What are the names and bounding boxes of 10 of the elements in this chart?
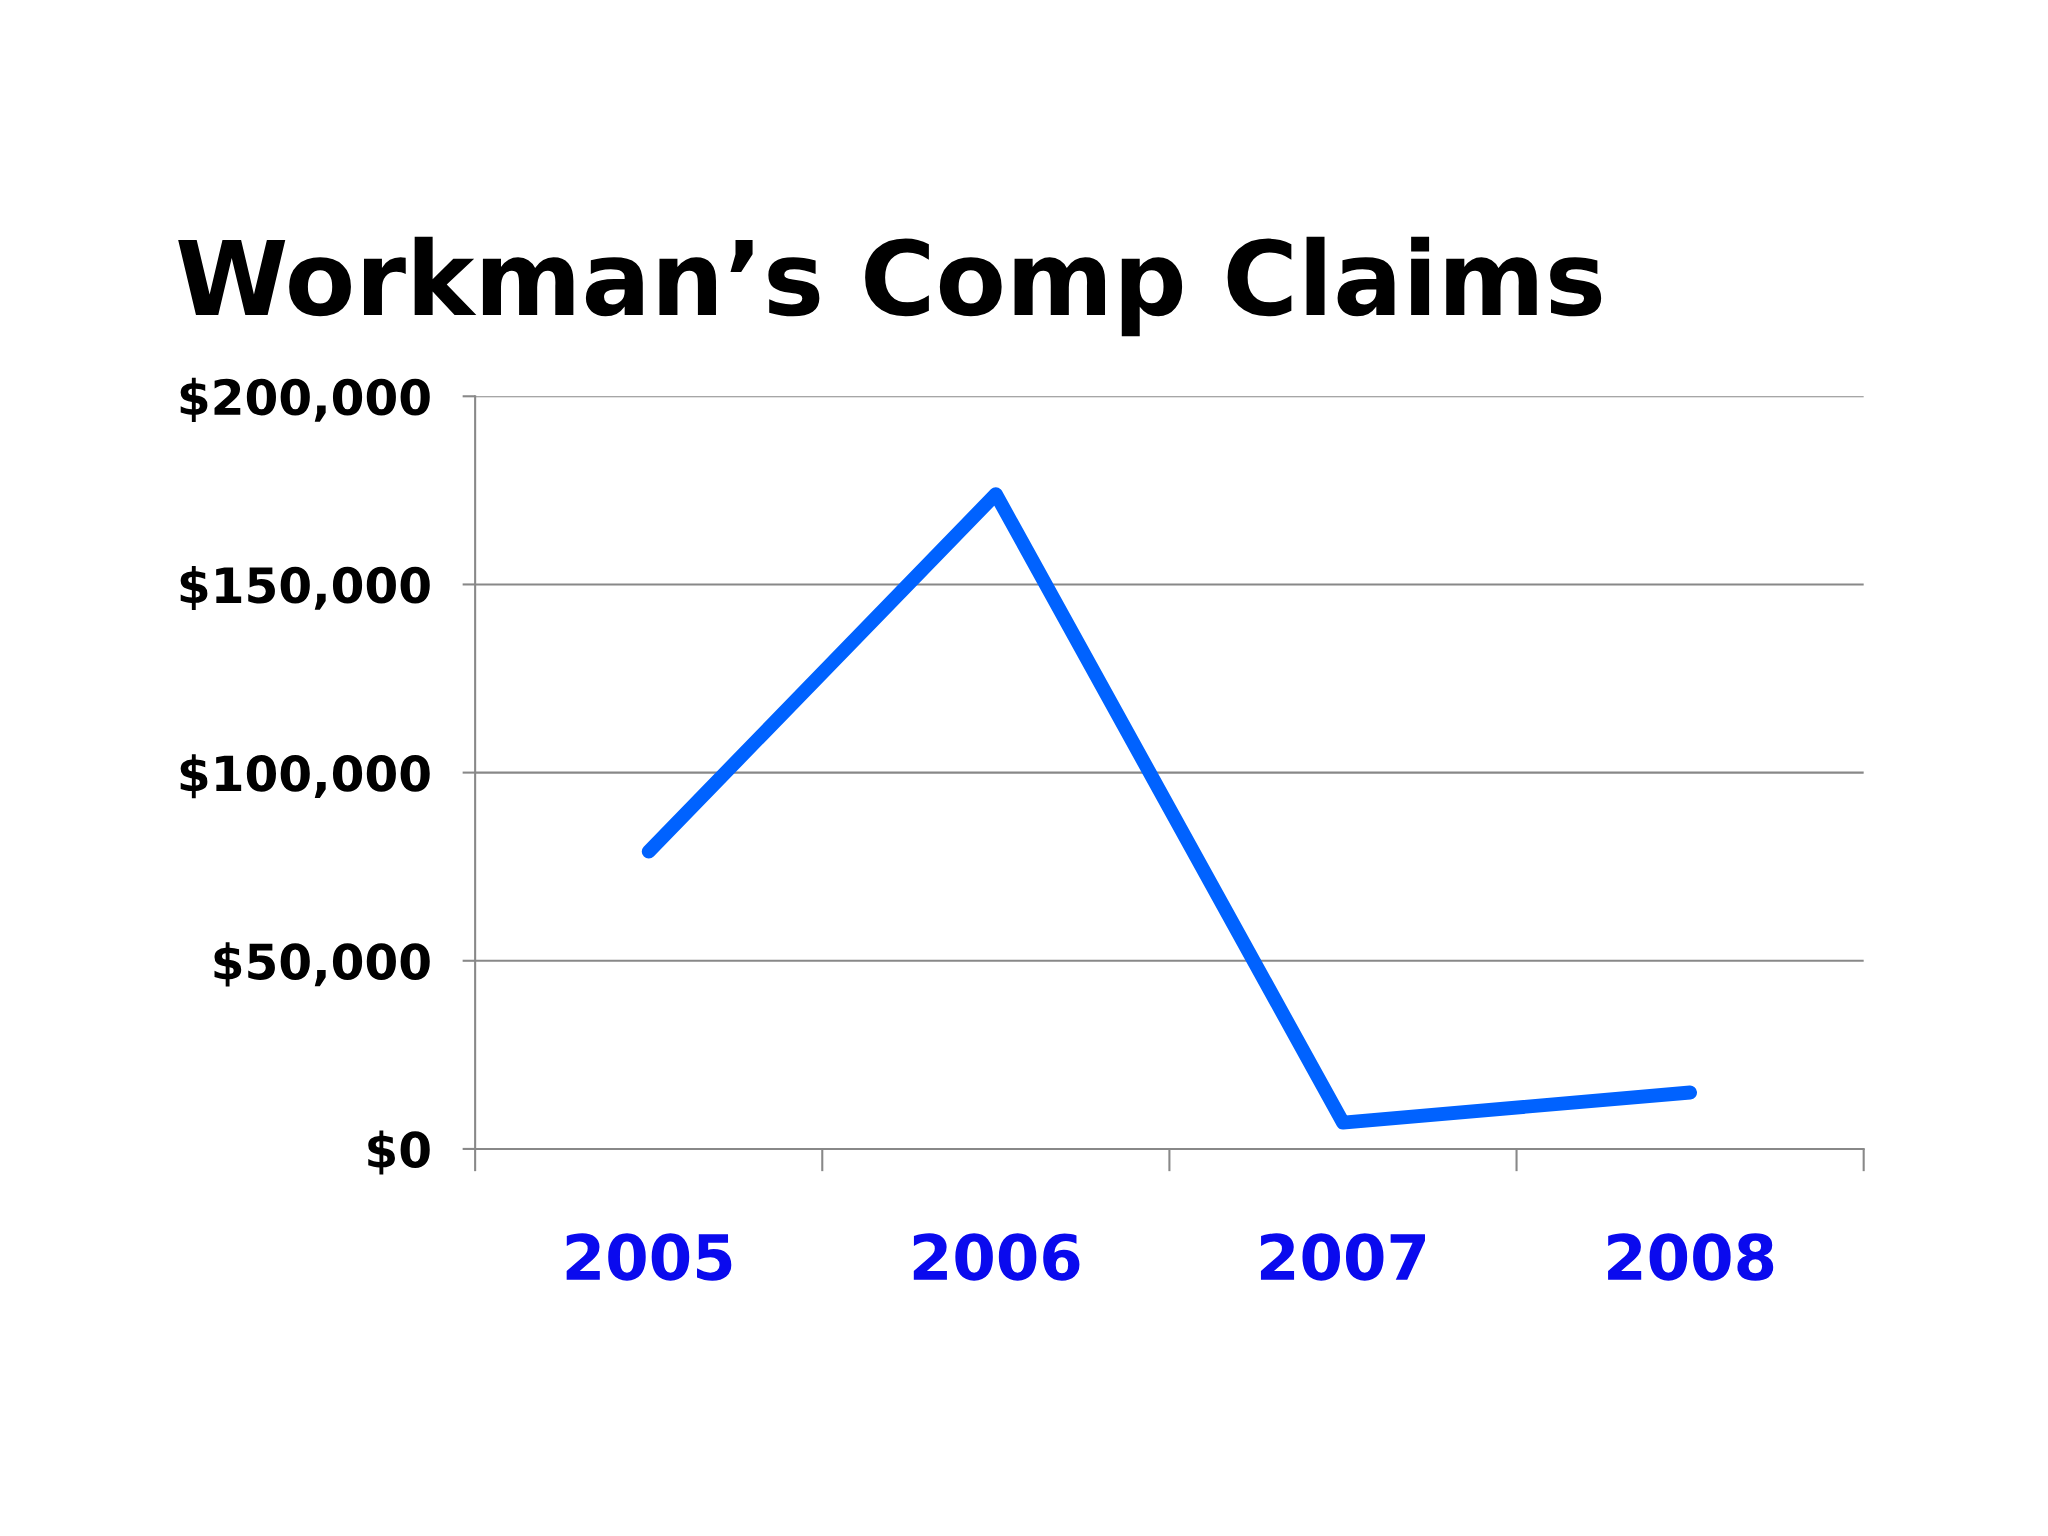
y-tick-label: $50,000 <box>214 942 430 987</box>
x-tick-label: 2005 <box>566 1233 732 1281</box>
y-tick-label: $150,000 <box>180 565 430 611</box>
y-tick-label: $0 <box>368 1130 430 1175</box>
x-tick-label: 2006 <box>913 1233 1080 1281</box>
y-tick-label: $100,000 <box>180 754 430 799</box>
x-tick-label: 2008 <box>1608 1233 1774 1281</box>
x-tick-label: 2007 <box>1260 1233 1425 1281</box>
y-tick-label: $200,000 <box>180 377 430 422</box>
chart-title: Workman’s Comp Claims <box>178 236 1602 337</box>
